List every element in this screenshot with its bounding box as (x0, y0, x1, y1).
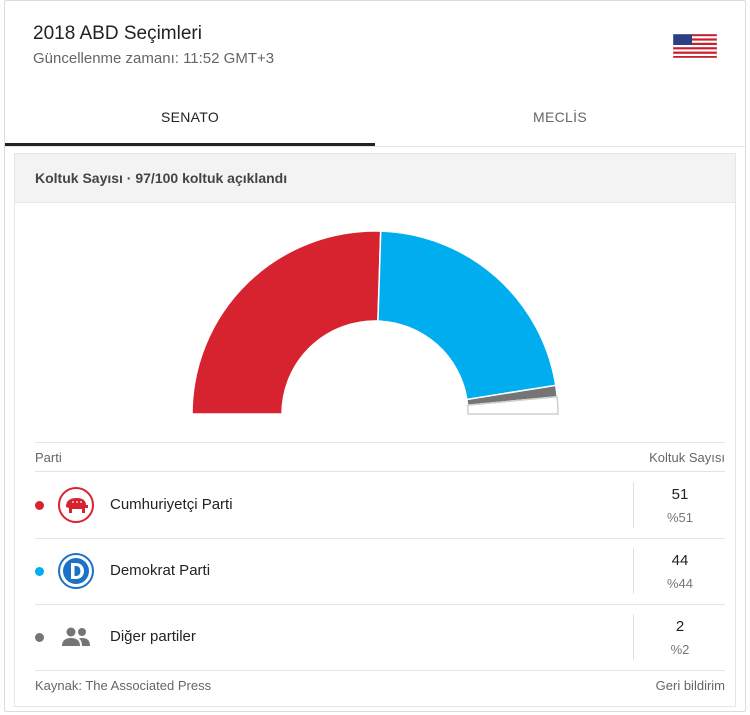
results-panel: Koltuk Sayısı · 97/100 koltuk açıklandı … (14, 153, 736, 707)
table-header: Parti Koltuk Sayısı (35, 442, 725, 472)
tab-bar: SENATO MECLİS (5, 91, 745, 147)
party-name: Diğer partiler (110, 628, 196, 645)
republican-elephant-icon (58, 487, 94, 523)
party-row-democrat[interactable]: Demokrat Parti 44 %44 (35, 538, 725, 605)
card-header: 2018 ABD Seçimleri Güncellenme zamanı: 1… (5, 1, 745, 91)
seat-percent: %51 (666, 510, 694, 525)
col-seats-label: Koltuk Sayısı (649, 450, 725, 465)
panel-footer: Kaynak: The Associated Press Geri bildir… (35, 672, 725, 702)
election-card: 2018 ABD Seçimleri Güncellenme zamanı: 1… (4, 0, 746, 712)
chart-segment-3 (466, 395, 559, 415)
people-icon (62, 627, 90, 646)
seat-count: 44 (671, 552, 689, 569)
democrat-d-icon (58, 553, 94, 589)
seat-count: 51 (671, 486, 689, 503)
panel-header: Koltuk Sayısı · 97/100 koltuk açıklandı (15, 154, 735, 203)
page-title: 2018 ABD Seçimleri (33, 23, 202, 44)
divider (633, 482, 634, 528)
seat-percent: %2 (670, 642, 690, 657)
party-color-dot (35, 633, 44, 642)
feedback-link[interactable]: Geri bildirim (655, 678, 725, 693)
col-party-label: Parti (35, 450, 62, 465)
tab-house[interactable]: MECLİS (533, 109, 587, 125)
divider (633, 548, 634, 594)
party-row-republican[interactable]: Cumhuriyetçi Parti 51 %51 (35, 472, 725, 539)
party-color-dot (35, 501, 44, 510)
seat-count-heading: Koltuk Sayısı · 97/100 koltuk açıklandı (35, 170, 288, 186)
source-label: Kaynak: The Associated Press (35, 678, 212, 693)
party-color-dot (35, 567, 44, 576)
seat-count: 2 (675, 618, 685, 635)
tab-senate[interactable]: SENATO (5, 91, 375, 146)
party-name: Demokrat Parti (110, 562, 211, 579)
party-row-other[interactable]: Diğer partiler 2 %2 (35, 604, 725, 671)
chart-segment-0 (191, 230, 382, 415)
party-name: Cumhuriyetçi Parti (110, 496, 233, 513)
update-time: Güncellenme zamanı: 11:52 GMT+3 (33, 50, 275, 67)
seat-chart (191, 230, 559, 415)
chart-segment-1 (377, 230, 557, 401)
us-flag-icon (673, 34, 717, 58)
seat-percent: %44 (666, 576, 694, 591)
divider (633, 614, 634, 660)
